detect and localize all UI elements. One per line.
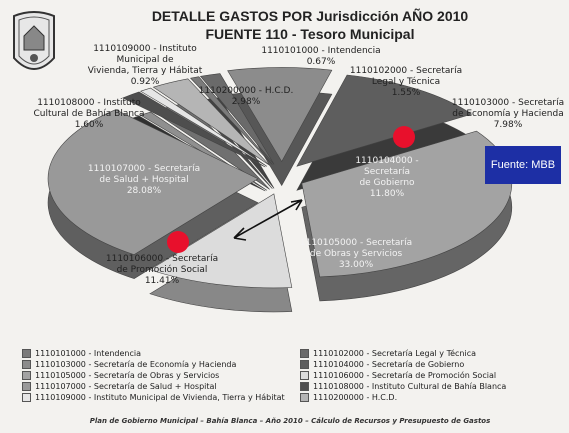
slice-label-gobierno: 1110104000 - Secretaría de Gobierno 11.8… [355, 156, 419, 199]
legend-swatch [300, 349, 309, 358]
legend-swatch [300, 393, 309, 402]
callout-label-economia: 1110103000 - Secretaría de Economía y Ha… [451, 98, 565, 130]
legend-label: 1110106000 - Secretaría de Promoción Soc… [313, 371, 497, 380]
slice-1110106000 [149, 193, 293, 289]
slice-1110104000 [296, 74, 473, 167]
legend-label: 1110200000 - H.C.D. [313, 393, 398, 402]
highlight-marker [393, 126, 415, 148]
legend-swatch [22, 382, 31, 391]
slice-1110102000 [199, 73, 275, 165]
slice-label-promocion: 1110106000 - Secretaría de Promoción Soc… [105, 254, 219, 286]
callout-label-legal: 1110102000 - Secretaría Legal y Técnica … [349, 66, 463, 98]
legend-label: 1110103000 - Secretaría de Economía y Ha… [35, 360, 237, 369]
municipal-seal-logo [13, 11, 55, 70]
legend-swatch [22, 371, 31, 380]
chart-title: DETALLE GASTOS POR Jurisdicción AÑO 2010 [151, 8, 469, 24]
slice-1110108000 [122, 91, 266, 168]
callout-label-vivienda: 1110109000 - Instituto Municipal de Vivi… [87, 44, 203, 87]
legend-label: 1110108000 - Instituto Cultural de Bahía… [313, 382, 507, 391]
chart-subtitle: FUENTE 110 - Tesoro Municipal [205, 26, 415, 42]
callout-label-hcd: 1110200000 - H.C.D. 2.98% [198, 86, 294, 107]
legend-item: 1110200000 - H.C.D. [300, 393, 397, 402]
legend-item: 1110106000 - Secretaría de Promoción Soc… [300, 371, 496, 380]
slice-label-obras: 1110105000 - Secretaría de Obras y Servi… [299, 238, 413, 270]
legend-swatch [22, 393, 31, 402]
legend-item: 1110101000 - Intendencia [22, 349, 141, 358]
pie-top-layer [47, 67, 513, 289]
legend-item: 1110105000 - Secretaría de Obras y Servi… [22, 371, 219, 380]
legend-item: 1110107000 - Secretaría de Salud + Hospi… [22, 382, 217, 391]
callout-label-cultural: 1110108000 - Instituto Cultural de Bahía… [33, 98, 145, 130]
legend-label: 1110109000 - Instituto Municipal de Vivi… [35, 393, 285, 402]
source-box: Fuente: MBB [485, 146, 561, 184]
slice-1110109000 [139, 87, 268, 167]
legend-label: 1110107000 - Secretaría de Salud + Hospi… [35, 382, 217, 391]
slice-1110107000 [47, 109, 259, 255]
slice-label-salud: 1110107000 - Secretaría de Salud + Hospi… [87, 164, 201, 196]
legend-item: 1110108000 - Instituto Cultural de Bahía… [300, 382, 506, 391]
legend-label: 1110104000 - Secretaría de Gobierno [313, 360, 465, 369]
footer-caption: Plan de Gobierno Municipal – Bahía Blanc… [89, 417, 491, 425]
legend-swatch [22, 349, 31, 358]
legend-label: 1110105000 - Secretaría de Obras y Servi… [35, 371, 220, 380]
slice-1110101000 [190, 76, 273, 165]
legend-label: 1110102000 - Secretaría Legal y Técnica [313, 349, 477, 358]
legend-label: 1110101000 - Intendencia [35, 349, 142, 358]
legend-swatch [300, 382, 309, 391]
legend-swatch [22, 360, 31, 369]
comparison-arrow [233, 199, 303, 241]
legend-item: 1110104000 - Secretaría de Gobierno [300, 360, 464, 369]
legend-item: 1110109000 - Instituto Municipal de Vivi… [22, 393, 285, 402]
callout-label-intendencia: 1110101000 - Intendencia 0.67% [261, 46, 381, 67]
legend-item: 1110103000 - Secretaría de Economía y Ha… [22, 360, 236, 369]
legend-swatch [300, 371, 309, 380]
legend-swatch [300, 360, 309, 369]
highlight-marker [167, 231, 189, 253]
legend-item: 1110102000 - Secretaría Legal y Técnica [300, 349, 476, 358]
slice-1110103000 [227, 67, 333, 163]
slice-1110200000 [152, 78, 270, 166]
pie-extras-layer [167, 126, 415, 253]
